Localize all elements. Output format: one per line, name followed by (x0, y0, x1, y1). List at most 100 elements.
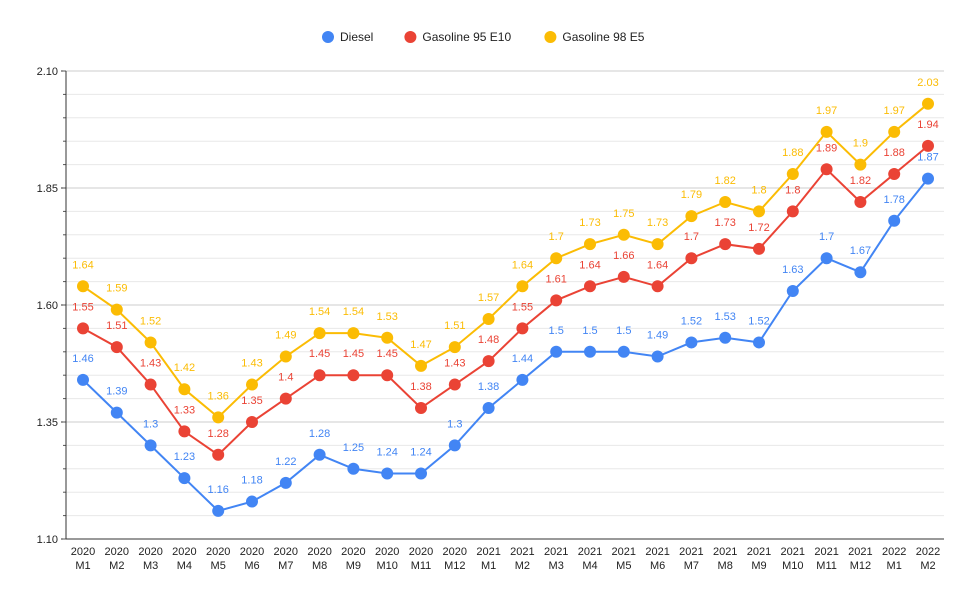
data-label: 1.38 (410, 381, 431, 393)
data-label: 1.45 (343, 348, 364, 360)
data-label: 1.28 (309, 428, 330, 440)
x-tick-label-year: 2022 (882, 546, 906, 558)
x-tick-label-year: 2020 (105, 546, 129, 558)
x-tick-label-year: 2020 (443, 546, 467, 558)
data-label: 1.82 (850, 175, 871, 187)
data-label: 1.55 (72, 301, 93, 313)
data-point (313, 327, 326, 340)
data-label: 1.64 (512, 259, 533, 271)
data-point (584, 280, 596, 293)
x-tick-label-month: M1 (887, 560, 902, 572)
data-point (922, 172, 934, 185)
data-label: 1.66 (613, 250, 634, 262)
data-label: 1.36 (207, 390, 228, 402)
series-line-1 (82, 145, 929, 457)
x-tick-label-year: 2021 (544, 546, 568, 558)
x-tick-label-month: M8 (312, 560, 327, 572)
data-label: 1.7 (684, 231, 699, 243)
x-tick-label-year: 2021 (645, 546, 669, 558)
data-point (516, 373, 529, 386)
x-tick-label-year: 2021 (747, 546, 771, 558)
data-point (584, 238, 596, 251)
data-point (482, 313, 495, 326)
data-point (178, 472, 191, 485)
x-tick-label-year: 2021 (578, 546, 602, 558)
data-point (617, 270, 630, 283)
data-label: 1.48 (478, 334, 499, 346)
data-point (279, 476, 292, 489)
x-tick-label-year: 2021 (612, 546, 636, 558)
x-tick-label-year: 2021 (679, 546, 703, 558)
data-label: 1.18 (241, 475, 262, 487)
x-tick-label-year: 2020 (375, 546, 399, 558)
data-label: 1.3 (447, 418, 462, 430)
data-point (482, 401, 495, 414)
data-label: 1.87 (917, 152, 938, 164)
data-label: 1.89 (816, 142, 837, 154)
x-tick-label-month: M9 (751, 560, 766, 572)
y-tick-label: 1.10 (37, 534, 58, 546)
data-point (178, 425, 191, 438)
data-point (144, 439, 157, 452)
data-label: 1.54 (343, 306, 364, 318)
x-tick-label-month: M12 (850, 560, 871, 572)
legend-marker (544, 31, 557, 43)
data-label: 1.24 (410, 446, 431, 458)
x-tick-label-month: M4 (582, 560, 597, 572)
data-label: 1.78 (883, 194, 904, 206)
x-tick-label-month: M7 (278, 560, 293, 572)
data-point (888, 214, 901, 227)
y-tick-label: 2.10 (37, 66, 58, 78)
data-point (651, 350, 664, 363)
data-point (888, 167, 901, 180)
data-point (922, 139, 934, 152)
x-tick-label-month: M2 (109, 560, 124, 572)
data-point (854, 158, 867, 171)
data-label: 1.53 (714, 311, 735, 323)
data-point (651, 238, 664, 251)
x-tick-label-year: 2020 (206, 546, 230, 558)
data-label: 1.51 (106, 320, 127, 332)
x-tick-label-month: M3 (143, 560, 158, 572)
data-label: 1.88 (782, 147, 803, 159)
data-label: 1.43 (444, 358, 465, 370)
data-point (415, 359, 427, 372)
data-label: 1.8 (751, 184, 766, 196)
data-point (212, 448, 225, 461)
data-point (77, 373, 89, 386)
data-point (820, 252, 833, 265)
data-point (246, 495, 258, 508)
data-label: 2.03 (917, 77, 938, 89)
x-tick-label-month: M1 (481, 560, 496, 572)
data-point (381, 467, 394, 480)
x-tick-label-year: 2020 (341, 546, 365, 558)
data-point (347, 327, 360, 340)
data-label: 1.67 (850, 245, 871, 257)
x-tick-label-year: 2022 (916, 546, 940, 558)
data-label: 1.64 (72, 259, 93, 271)
data-label: 1.7 (819, 231, 834, 243)
data-point (347, 369, 360, 382)
data-label: 1.51 (444, 320, 465, 332)
data-label: 1.73 (714, 217, 735, 229)
data-label: 1.54 (309, 306, 330, 318)
data-label: 1.22 (275, 456, 296, 468)
data-point (753, 242, 765, 255)
x-tick-label-year: 2021 (476, 546, 500, 558)
data-label: 1.73 (647, 217, 668, 229)
data-label: 1.8 (785, 184, 800, 196)
data-label: 1.47 (410, 339, 431, 351)
data-label: 1.42 (174, 362, 195, 374)
data-point (516, 280, 529, 293)
data-label: 1.59 (106, 283, 127, 295)
series-line-2 (82, 103, 929, 419)
data-point (617, 345, 630, 358)
data-label: 1.88 (883, 147, 904, 159)
data-point (922, 97, 934, 110)
data-label: 1.57 (478, 292, 499, 304)
data-label: 1.75 (613, 208, 634, 220)
data-point (313, 369, 326, 382)
data-label: 1.38 (478, 381, 499, 393)
x-tick-label-month: M6 (650, 560, 665, 572)
